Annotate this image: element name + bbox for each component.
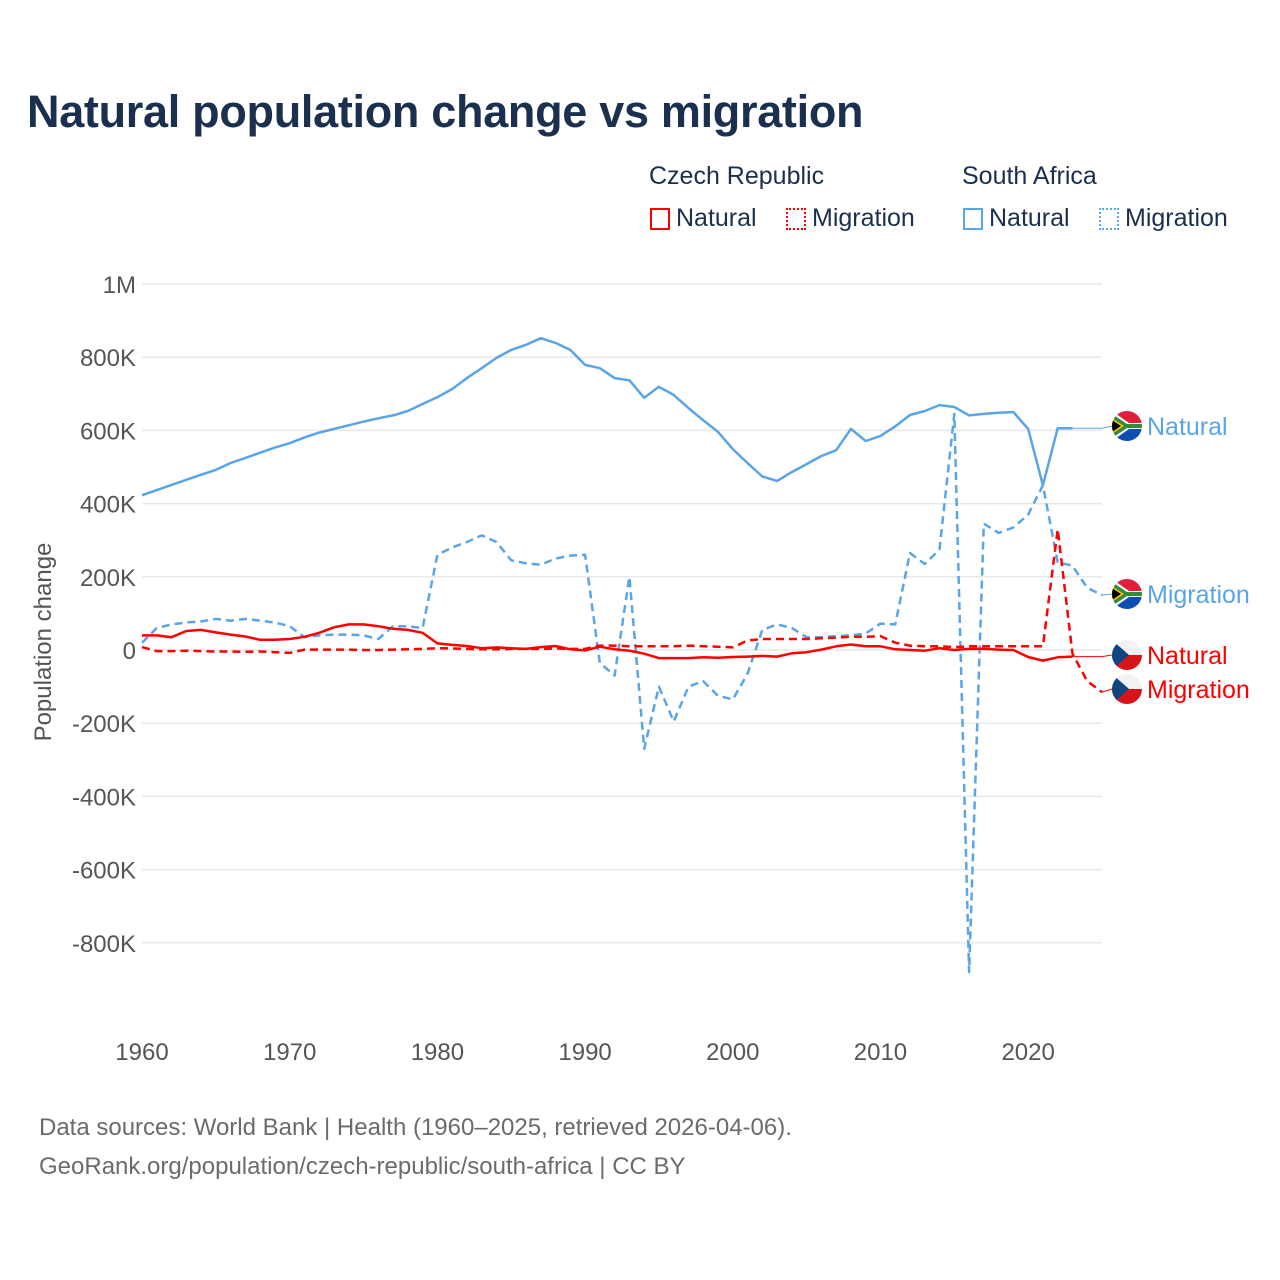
y-axis-label: Population change (30, 543, 57, 742)
label-connector (1072, 425, 1113, 429)
x-tick-label: 1960 (115, 1039, 168, 1066)
legend-item-cz-natural[interactable]: Natural (650, 204, 757, 233)
y-tick-label: -800K (72, 931, 136, 958)
y-tick-label: -600K (72, 858, 136, 885)
x-tick-label: 2020 (1001, 1039, 1054, 1066)
series-end-label: Natural (1147, 413, 1228, 441)
series-line-czech-republic-migration (141, 527, 1103, 694)
y-tick-label: 400K (80, 492, 136, 519)
x-tick-label: 2000 (706, 1039, 759, 1066)
legend-label: Migration (1125, 204, 1228, 232)
czech-republic-flag-icon (1112, 674, 1142, 704)
y-tick-label: 1M (103, 272, 136, 299)
label-connector (1101, 688, 1113, 693)
y-tick-label: 600K (80, 418, 136, 445)
south-africa-flag-icon (1112, 579, 1142, 609)
legend-swatch-dotted-red (786, 207, 806, 230)
czech-republic-flag-icon (1112, 640, 1142, 670)
legend-header-south-africa: South Africa (962, 162, 1097, 190)
label-connector (1072, 654, 1113, 658)
series-line-south-africa-natural (141, 336, 1073, 497)
y-tick-label: -400K (72, 784, 136, 811)
legend-label: Natural (676, 204, 757, 232)
x-tick-label: 2010 (854, 1039, 907, 1066)
series-end-label: Natural (1147, 642, 1228, 670)
y-tick-label: 800K (80, 345, 136, 372)
legend-swatch-dotted-blue (1099, 207, 1119, 230)
line-chart: 1M800K600K400K200K0-200K-400K-600K-800K … (30, 272, 1250, 1066)
footer: Data sources: World Bank | Health (1960–… (39, 1108, 792, 1186)
y-tick-label: 200K (80, 565, 136, 592)
label-connector (1101, 593, 1113, 596)
x-tick-label: 1990 (558, 1039, 611, 1066)
chart-title: Natural population change vs migration (27, 86, 864, 137)
y-tick-label: -200K (72, 711, 136, 738)
legend-label: Migration (812, 204, 915, 232)
series-line-south-africa-migration (141, 412, 1103, 974)
x-tick-label: 1980 (411, 1039, 464, 1066)
y-tick-label: 0 (123, 638, 136, 665)
south-africa-flag-icon (1112, 411, 1142, 441)
legend-swatch-solid-red (650, 207, 670, 230)
legend-label: Natural (989, 204, 1070, 232)
footer-link[interactable]: GeoRank.org/population/czech-republic/so… (39, 1153, 686, 1180)
legend-item-sa-natural[interactable]: Natural (963, 204, 1070, 233)
series-end-label: Migration (1147, 676, 1250, 704)
legend-item-sa-migration[interactable]: Migration (1099, 204, 1228, 233)
legend-swatch-solid-blue (963, 207, 983, 230)
legend-item-cz-migration[interactable]: Migration (786, 204, 915, 233)
series-line-czech-republic-natural (142, 623, 1073, 662)
footer-sources: Data sources: World Bank | Health (1960–… (39, 1114, 792, 1141)
x-tick-label: 1970 (263, 1039, 316, 1066)
series-end-label: Migration (1147, 581, 1250, 609)
legend-header-czech-republic: Czech Republic (649, 162, 825, 190)
